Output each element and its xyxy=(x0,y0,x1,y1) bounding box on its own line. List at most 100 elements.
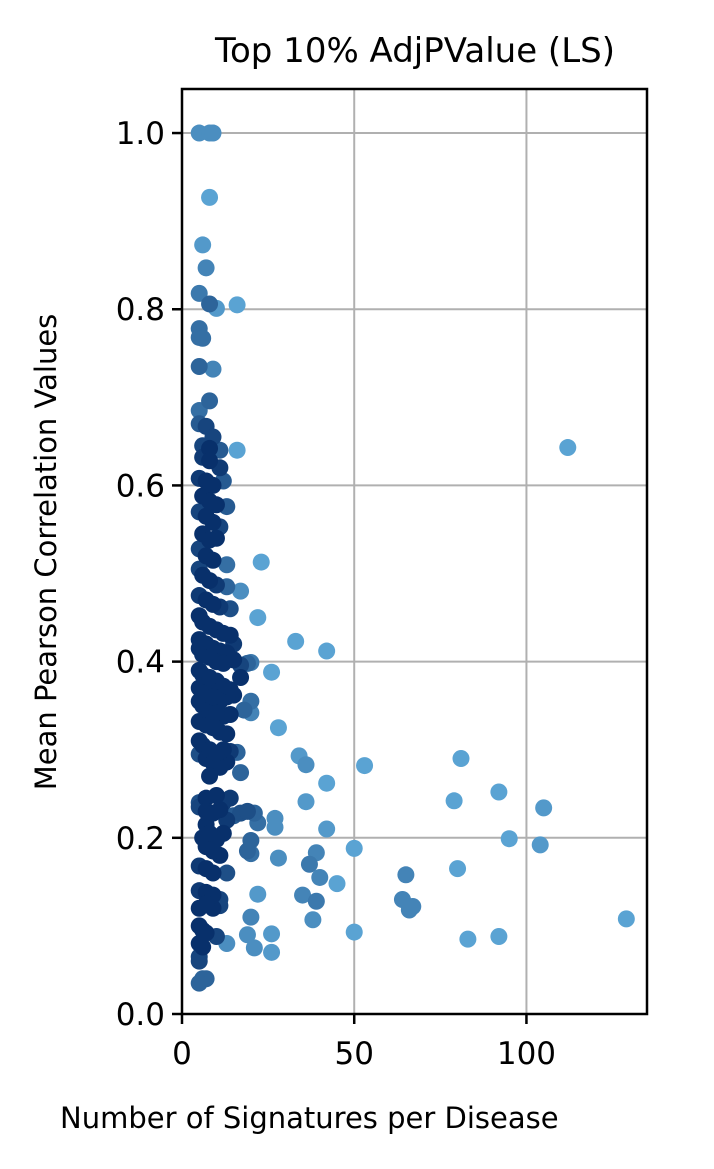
data-point xyxy=(404,898,422,916)
data-point xyxy=(445,792,463,810)
data-point xyxy=(197,924,215,942)
data-point xyxy=(452,750,470,768)
data-point xyxy=(201,648,219,666)
chart-title: Top 10% AdjPValue (LS) xyxy=(214,31,615,71)
data-point xyxy=(356,757,374,775)
data-point xyxy=(201,392,219,410)
data-point xyxy=(252,553,270,571)
data-point xyxy=(201,824,219,842)
data-point xyxy=(397,866,415,884)
data-point xyxy=(204,595,222,613)
data-point xyxy=(201,439,219,457)
data-point xyxy=(218,864,236,882)
y-axis-label: Mean Pearson Correlation Values xyxy=(29,314,63,791)
data-point xyxy=(190,284,208,302)
data-point xyxy=(263,943,281,961)
data-point xyxy=(204,551,222,569)
data-point xyxy=(297,793,315,811)
data-point xyxy=(500,830,518,848)
data-point xyxy=(617,910,635,928)
data-point xyxy=(249,609,267,627)
data-point xyxy=(238,926,256,944)
data-point xyxy=(221,789,239,807)
data-point xyxy=(207,621,225,639)
data-point xyxy=(449,860,467,878)
x-tick-label: 0 xyxy=(172,1036,192,1072)
y-tick-label: 0.6 xyxy=(116,468,165,504)
data-point xyxy=(201,767,219,785)
data-point xyxy=(204,476,222,494)
data-point xyxy=(345,839,363,857)
data-point xyxy=(218,556,236,574)
data-point xyxy=(201,295,219,313)
data-point xyxy=(214,654,232,672)
data-point xyxy=(531,836,549,854)
y-tick-label: 0.2 xyxy=(116,821,165,857)
data-point xyxy=(245,939,263,957)
x-axis-label: Number of Signatures per Disease xyxy=(60,1101,559,1135)
data-point xyxy=(201,572,219,590)
data-point xyxy=(232,668,250,686)
data-point xyxy=(201,452,219,470)
data-point xyxy=(235,701,253,719)
data-point xyxy=(269,849,287,867)
y-tick-label: 0.8 xyxy=(116,292,165,328)
data-point xyxy=(232,764,250,782)
x-tick-label: 50 xyxy=(334,1036,373,1072)
data-point xyxy=(190,952,208,970)
data-point xyxy=(535,799,553,817)
plot-frame xyxy=(180,87,649,1016)
data-point xyxy=(197,507,215,525)
data-point xyxy=(318,820,336,838)
data-point xyxy=(207,704,225,722)
data-point xyxy=(311,868,329,886)
data-point xyxy=(201,668,219,686)
data-point xyxy=(207,744,225,762)
data-point xyxy=(204,688,222,706)
data-point xyxy=(263,925,281,943)
data-point xyxy=(297,756,315,774)
data-point xyxy=(194,329,212,347)
data-point xyxy=(232,582,250,600)
data-point xyxy=(287,632,305,650)
data-point xyxy=(228,296,246,314)
y-axis-ticks: 0.0 0.2 0.4 0.6 0.8 1.0 xyxy=(116,116,182,1033)
data-point xyxy=(238,842,256,860)
data-point xyxy=(559,439,577,457)
data-point xyxy=(304,911,322,929)
data-point xyxy=(263,663,281,681)
data-point xyxy=(204,360,222,378)
data-point xyxy=(201,492,219,510)
data-point xyxy=(194,236,212,254)
x-axis-ticks: 0 50 100 xyxy=(172,1014,556,1072)
data-points xyxy=(190,124,635,992)
data-point xyxy=(490,927,508,945)
data-point xyxy=(300,855,318,873)
data-point xyxy=(204,124,222,142)
data-point xyxy=(269,719,287,737)
data-point xyxy=(249,885,267,903)
data-point xyxy=(294,886,312,904)
y-tick-label: 1.0 xyxy=(116,116,165,152)
grid-lines xyxy=(182,89,647,1014)
data-point xyxy=(345,923,363,941)
data-point xyxy=(242,908,260,926)
x-tick-label: 100 xyxy=(497,1036,556,1072)
data-point xyxy=(490,783,508,801)
data-point xyxy=(197,259,215,277)
data-point xyxy=(197,895,215,913)
y-tick-label: 0.0 xyxy=(116,997,165,1033)
data-point xyxy=(207,787,225,805)
data-point xyxy=(318,642,336,660)
data-point xyxy=(307,892,325,910)
data-point xyxy=(201,188,219,206)
data-point xyxy=(204,719,222,737)
data-point xyxy=(266,818,284,836)
data-point xyxy=(238,802,256,820)
data-point xyxy=(204,864,222,882)
data-point xyxy=(318,774,336,792)
data-point xyxy=(194,938,212,956)
data-point xyxy=(204,804,222,822)
data-point xyxy=(328,875,346,893)
